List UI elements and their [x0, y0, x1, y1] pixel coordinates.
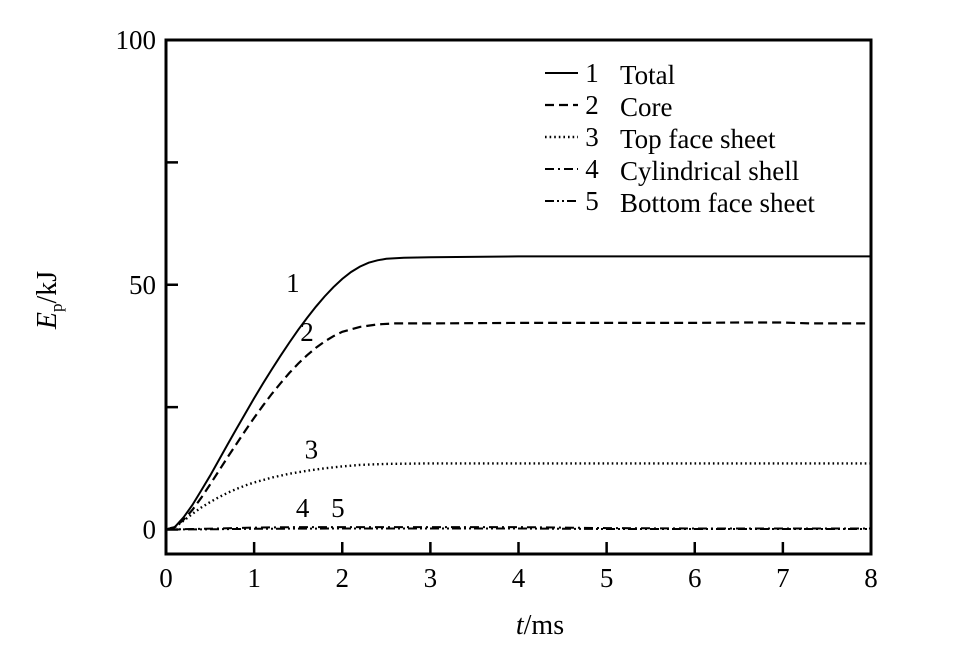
series-line-5: [165, 527, 871, 531]
curve-label-5: 5: [331, 493, 345, 523]
y-tick-label-0: 0: [143, 515, 157, 545]
legend-number-3: 3: [585, 122, 599, 152]
y-axis-title: Ep/kJ: [32, 271, 66, 330]
legend-label-4: Cylindrical shell: [620, 156, 799, 186]
curve-label-2: 2: [300, 317, 314, 347]
curves: [165, 255, 871, 531]
legend-label-2: Core: [620, 92, 673, 122]
legend-label-1: Total: [620, 60, 675, 90]
y-tick-label-50: 50: [129, 270, 156, 300]
y-tick-label-100: 100: [116, 25, 157, 55]
x-axis-var: t: [516, 610, 525, 641]
legend-number-2: 2: [585, 90, 599, 120]
curve-label-1: 1: [286, 268, 300, 298]
x-tick-label-3: 3: [424, 563, 438, 593]
legend-number-1: 1: [585, 58, 599, 88]
x-tick-label-7: 7: [776, 563, 790, 593]
curve-labels: 12 3 4 5: [286, 268, 344, 523]
series-line-1: [165, 255, 871, 531]
series-line-2: [165, 321, 871, 531]
x-tick-label-8: 8: [864, 563, 878, 593]
x-tick-label-1: 1: [247, 563, 261, 593]
x-tick-label-5: 5: [600, 563, 614, 593]
legend-number-4: 4: [585, 154, 599, 184]
curve-label-3: 3: [305, 435, 319, 465]
x-tick-label-6: 6: [688, 563, 702, 593]
legend-number-5: 5: [585, 186, 599, 216]
y-axis-unit: /kJ: [32, 271, 63, 304]
y-axis-sub: p: [47, 304, 66, 313]
legend-label-5: Bottom face sheet: [620, 188, 815, 218]
legend: 1 Total 2 Core 3 Top face sheet 4 Cylindrical s…: [545, 58, 815, 218]
curve-label-4: 4: [296, 493, 310, 523]
series-line-3: [165, 462, 871, 531]
legend-label-3: Top face sheet: [620, 124, 776, 154]
plot-frame: [164, 38, 873, 556]
x-tick-label-2: 2: [336, 563, 350, 593]
x-tick-label-0: 0: [159, 563, 173, 593]
x-axis-title: t/ms: [516, 610, 564, 641]
x-tick-label-4: 4: [512, 563, 526, 593]
x-axis-unit: /ms: [524, 610, 564, 641]
y-axis-var: E: [32, 312, 63, 330]
